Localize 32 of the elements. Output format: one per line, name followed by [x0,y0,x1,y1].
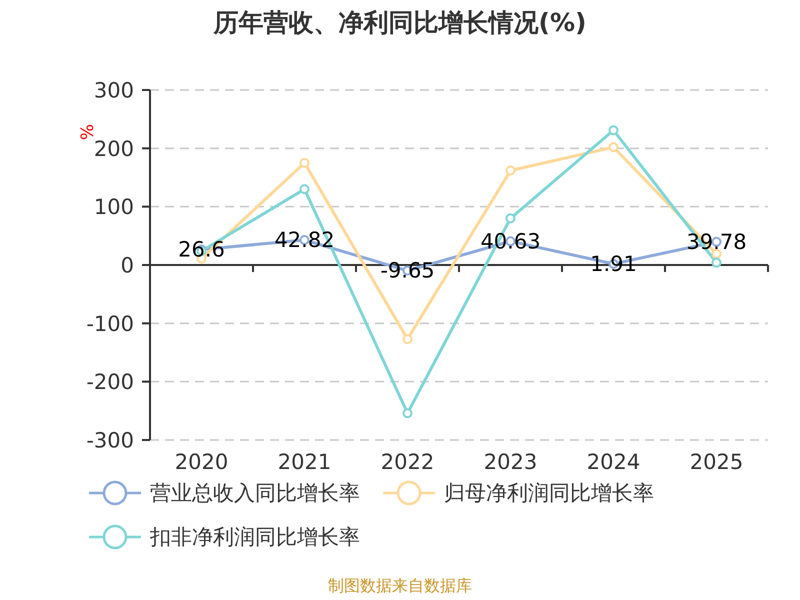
y-tick-label: 100 [94,195,134,220]
legend-label: 营业总收入同比增长率 [150,480,360,507]
point [506,213,516,224]
point [506,166,516,176]
data-label: 26.6 [178,237,225,262]
point [300,158,310,168]
point [608,125,618,136]
x-tick-label: 2023 [484,450,538,474]
x-tick-label: 2025 [690,450,744,474]
x-tick-label: 2024 [586,450,640,474]
y-tick-label: -100 [86,312,134,336]
legend-label: 扣非净利润同比增长率 [150,524,360,551]
point [300,184,310,194]
y-tick-label: 0 [120,253,134,278]
y-tick-label: -200 [86,370,134,394]
point [402,408,412,418]
y-tick-label: 300 [94,78,134,102]
point [608,142,618,152]
chart-title: 历年营收、净利同比增长情况(%) [212,7,588,39]
point [402,334,412,344]
text: 制图数据来自数据库 [327,576,473,597]
y-tick-label: -300 [86,428,134,452]
x-tick-label: 2022 [380,450,434,474]
point [712,258,722,268]
data-label: -9.65 [380,258,435,283]
data-label: 42.82 [274,228,335,252]
point [712,248,722,259]
data-label: 39.78 [686,230,747,254]
legend-label: 归母净利润同比增长率 [444,480,654,507]
x-tick-label: 2020 [174,450,228,474]
data-label: 40.63 [480,229,541,254]
x-tick-label: 2021 [278,450,332,474]
